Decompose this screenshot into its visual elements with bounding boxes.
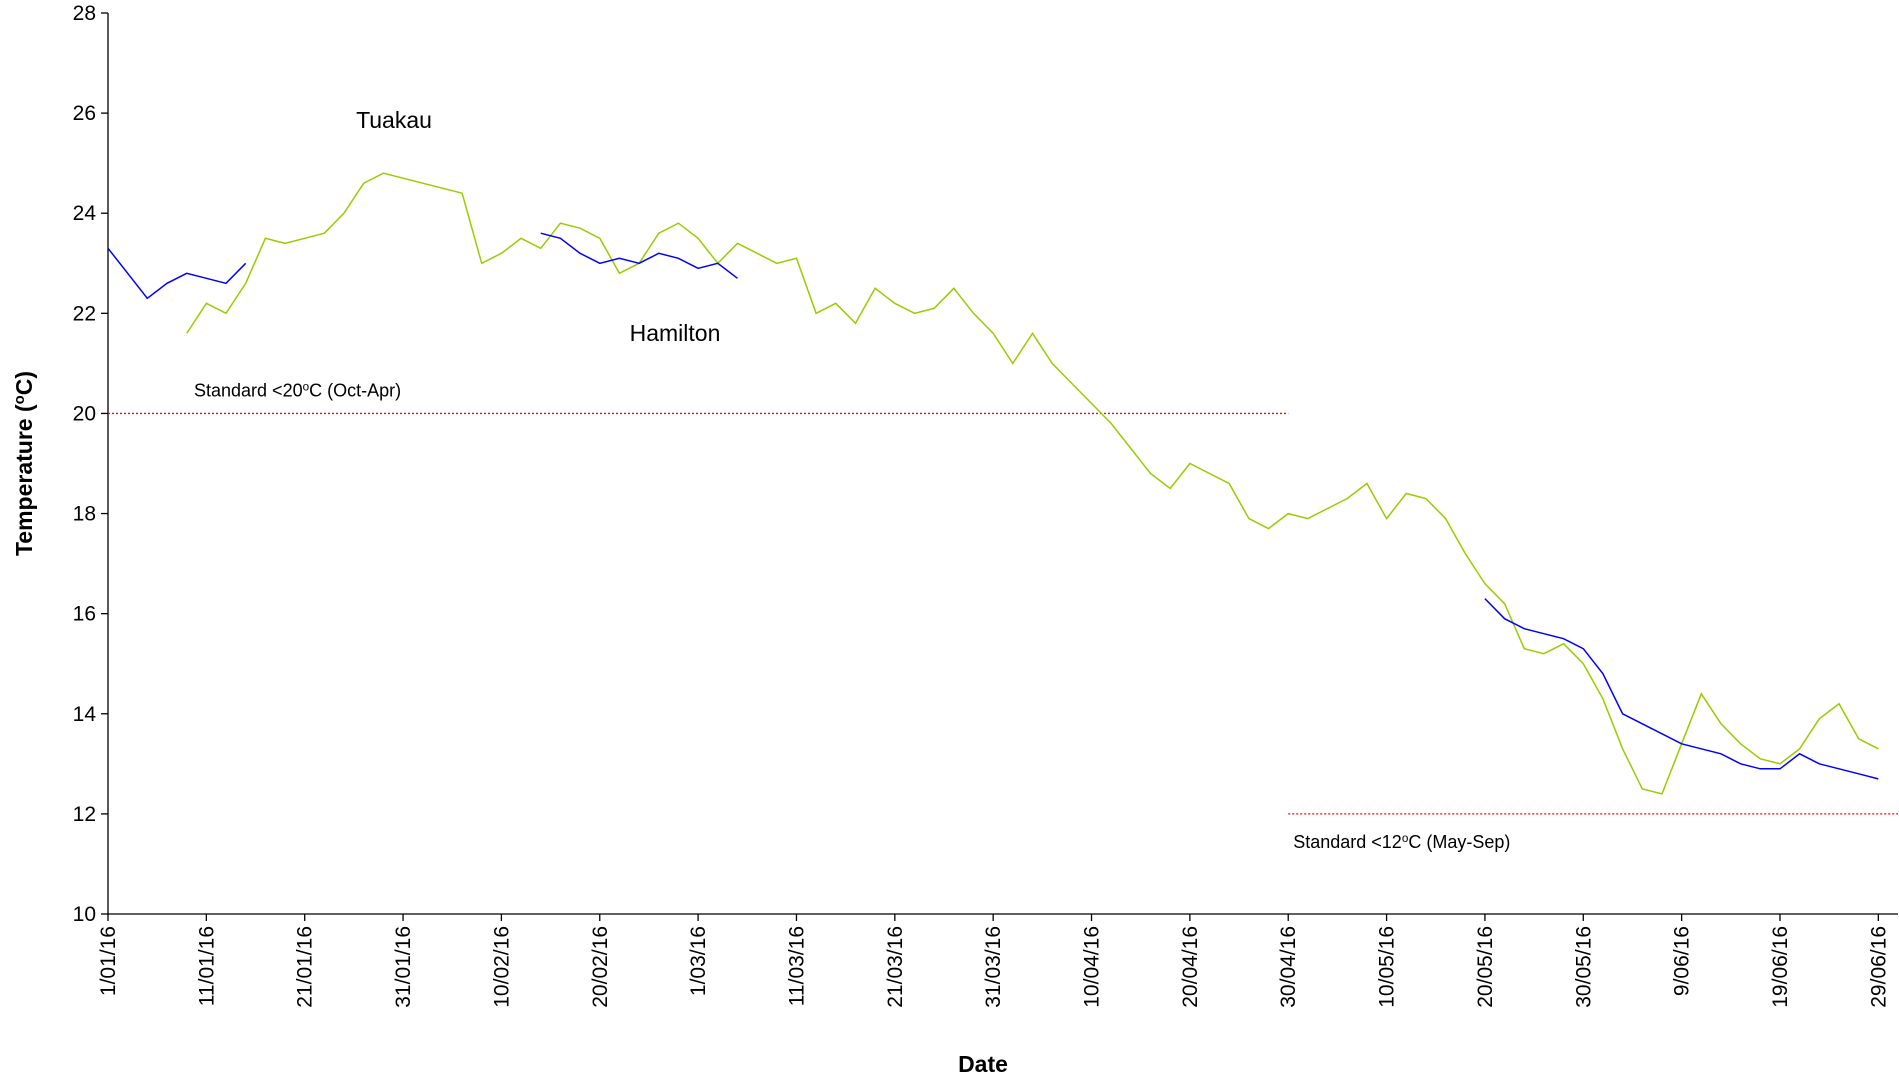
y-tick-label: 18 — [73, 503, 96, 526]
reference-label: Standard <20oC (Oct-Apr) — [194, 380, 401, 401]
y-tick-label: 12 — [73, 803, 96, 826]
x-axis-title: Date — [958, 1051, 1008, 1077]
x-tick-label: 20/02/16 — [589, 926, 612, 1008]
x-tick-label: 21/01/16 — [294, 926, 317, 1008]
reference-label-part: C (Oct-Apr) — [309, 380, 401, 400]
reference-label-part: C (May-Sep) — [1408, 832, 1510, 852]
x-tick-label: 31/01/16 — [392, 926, 415, 1008]
reference-label: Standard <12oC (May-Sep) — [1293, 831, 1510, 852]
reference-label-part: Standard <20 — [194, 380, 303, 400]
reference-label-sup: o — [1402, 831, 1409, 844]
x-tick-label: 11/01/16 — [195, 926, 218, 1006]
y-tick-label: 10 — [73, 903, 96, 926]
x-tick-label: 21/03/16 — [884, 926, 907, 1008]
x-tick-label: 19/06/16 — [1769, 926, 1792, 1008]
y-tick-label: 14 — [73, 703, 97, 726]
y-tick-label: 22 — [73, 302, 96, 325]
x-tick-label: 10/04/16 — [1081, 926, 1104, 1008]
x-tick-label: 1/01/16 — [97, 926, 120, 996]
series-line — [186, 172, 1879, 795]
reference-label-sup: o — [303, 380, 310, 393]
x-tick-label: 30/05/16 — [1572, 926, 1595, 1008]
reference-label-part: Standard <12 — [1293, 832, 1402, 852]
y-axis-title-part: Temperature ( — [11, 404, 37, 556]
y-tick-label: 16 — [73, 603, 96, 626]
y-tick-label: 28 — [73, 2, 96, 25]
x-tick-label: 11/03/16 — [785, 926, 808, 1006]
y-axis-title: Temperature (oC) — [11, 371, 38, 556]
x-tick-label: 9/06/16 — [1671, 926, 1694, 996]
y-axis-title-part: C) — [11, 371, 37, 395]
x-tick-label: 20/04/16 — [1179, 926, 1202, 1008]
x-tick-label: 20/05/16 — [1474, 926, 1497, 1008]
x-tick-label: 10/02/16 — [490, 926, 513, 1008]
y-tick-label: 26 — [73, 102, 96, 125]
series-label: Hamilton — [630, 320, 721, 346]
y-tick-label: 20 — [73, 402, 96, 425]
x-tick-label: 30/04/16 — [1277, 926, 1300, 1008]
y-axis-title-sup: o — [11, 395, 28, 404]
series-label: Tuakau — [356, 107, 432, 133]
x-tick-label: 31/03/16 — [982, 926, 1005, 1008]
x-tick-label: 29/06/16 — [1867, 926, 1890, 1008]
y-tick-label: 24 — [73, 202, 97, 225]
series-line — [107, 232, 1879, 780]
x-tick-label: 1/03/16 — [687, 926, 710, 996]
x-tick-label: 10/05/16 — [1376, 926, 1399, 1008]
